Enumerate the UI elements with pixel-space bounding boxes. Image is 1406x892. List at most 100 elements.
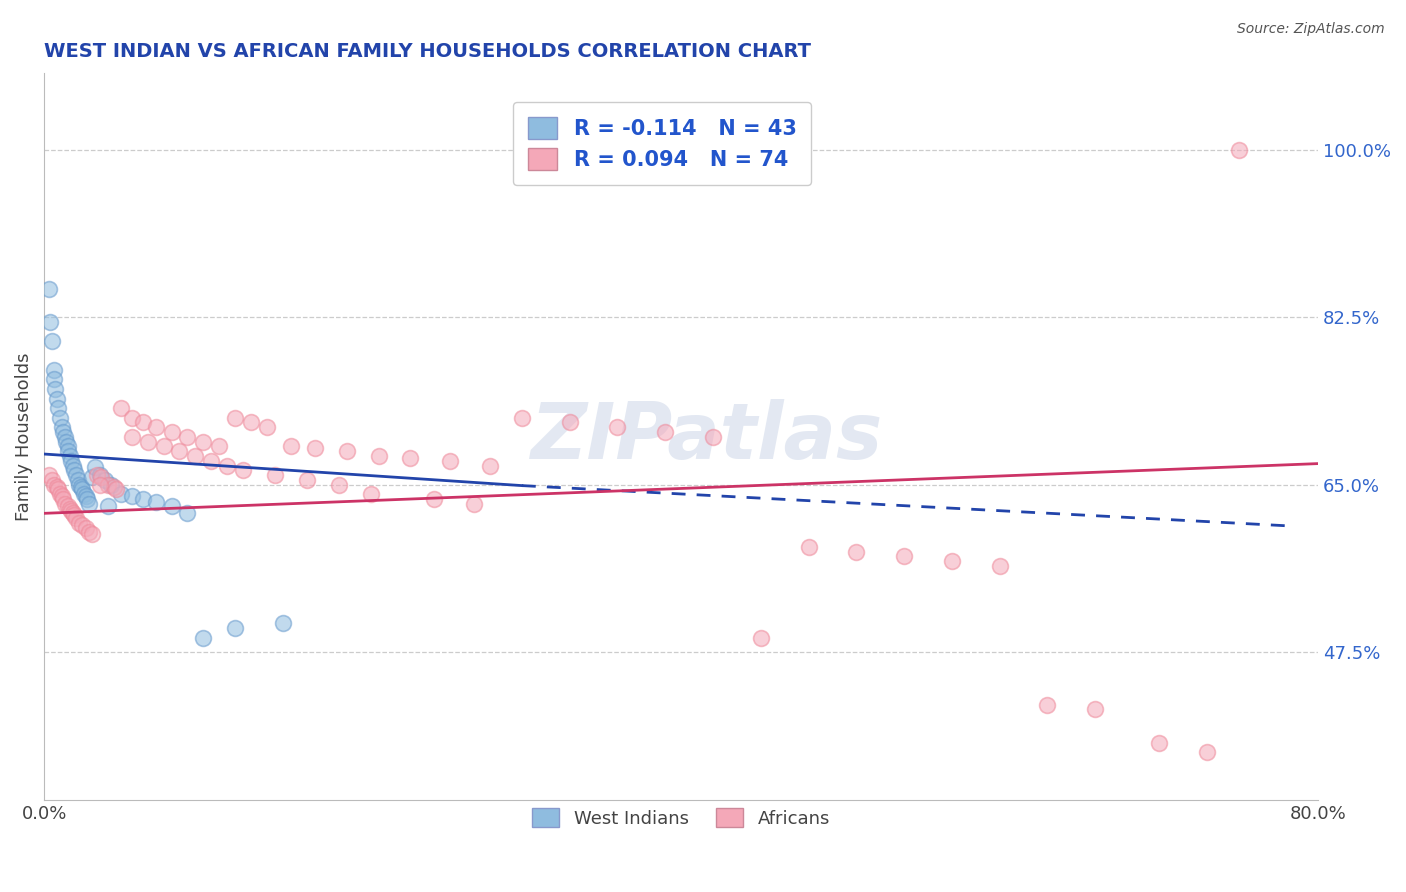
Point (38, 468, 60, 483)
Point (145, 420, 167, 434)
Point (558, 416, 581, 430)
Point (100, 477, 122, 491)
Point (208, 439, 231, 453)
Point (48, 483, 70, 497)
Point (55, 434, 77, 449)
Point (66, 473, 89, 487)
Point (988, 558, 1011, 573)
Point (73, 487, 96, 501)
Point (56, 499, 79, 513)
Point (797, 540, 820, 554)
Point (224, 621, 246, 635)
Point (121, 430, 143, 444)
Point (121, 410, 143, 425)
Point (104, 483, 127, 497)
Point (184, 449, 207, 463)
Point (49, 410, 72, 425)
Point (217, 458, 239, 473)
Point (67, 516, 90, 530)
Point (941, 554, 963, 568)
Point (80, 470, 103, 484)
Point (60, 454, 83, 468)
Point (510, 410, 533, 425)
Point (160, 499, 183, 513)
Point (176, 430, 198, 444)
Point (193, 434, 215, 449)
Point (702, 430, 724, 444)
Point (132, 416, 155, 430)
Point (93, 473, 115, 487)
Point (463, 497, 485, 511)
Point (52, 491, 75, 506)
Point (63, 463, 86, 477)
Point (1036, 698, 1059, 712)
Point (41, 334, 63, 349)
Point (479, 458, 502, 473)
Point (132, 491, 155, 506)
Point (169, 444, 191, 458)
Point (49, 487, 72, 501)
Point (65, 511, 87, 525)
Point (42, 477, 65, 491)
Point (136, 434, 159, 449)
Point (295, 473, 318, 487)
Point (103, 479, 125, 493)
Point (176, 506, 198, 520)
Point (1227, 143, 1250, 157)
Text: ZIPatlas: ZIPatlas (530, 399, 883, 475)
Point (845, 544, 868, 558)
Point (58, 501, 80, 516)
Point (606, 420, 628, 434)
Point (75, 521, 97, 535)
Point (77, 525, 100, 540)
Point (42, 372, 65, 386)
Point (110, 487, 132, 501)
Point (62, 458, 84, 473)
Point (41, 473, 63, 487)
Point (152, 439, 174, 453)
Text: WEST INDIAN VS AFRICAN FAMILY HOUSEHOLDS CORRELATION CHART: WEST INDIAN VS AFRICAN FAMILY HOUSEHOLDS… (44, 42, 811, 61)
Point (77, 497, 100, 511)
Point (86, 468, 108, 483)
Point (145, 495, 167, 509)
Point (399, 450, 422, 465)
Point (52, 425, 75, 439)
Point (304, 442, 326, 456)
Point (336, 444, 359, 458)
Point (76, 491, 98, 506)
Point (67, 477, 90, 491)
Point (58, 449, 80, 463)
Point (367, 449, 389, 463)
Point (240, 416, 263, 430)
Point (89, 477, 111, 491)
Point (360, 487, 382, 501)
Point (121, 489, 143, 503)
Point (45, 392, 67, 406)
Point (271, 616, 294, 631)
Point (56, 439, 79, 453)
Point (749, 631, 772, 645)
Point (42, 363, 65, 377)
Y-axis label: Family Households: Family Households (15, 352, 32, 521)
Point (439, 454, 461, 468)
Legend: West Indians, Africans: West Indians, Africans (526, 801, 837, 835)
Point (69, 479, 91, 493)
Point (45, 479, 67, 493)
Point (56, 444, 79, 458)
Text: Source: ZipAtlas.com: Source: ZipAtlas.com (1237, 22, 1385, 37)
Point (193, 631, 215, 645)
Point (65, 468, 87, 483)
Point (80, 527, 103, 541)
Point (97, 477, 120, 491)
Point (53, 430, 76, 444)
Point (232, 463, 254, 477)
Point (224, 410, 246, 425)
Point (72, 483, 94, 497)
Point (39, 315, 62, 329)
Point (51, 420, 73, 434)
Point (423, 491, 446, 506)
Point (1147, 736, 1170, 750)
Point (63, 508, 86, 523)
Point (89, 468, 111, 483)
Point (654, 425, 676, 439)
